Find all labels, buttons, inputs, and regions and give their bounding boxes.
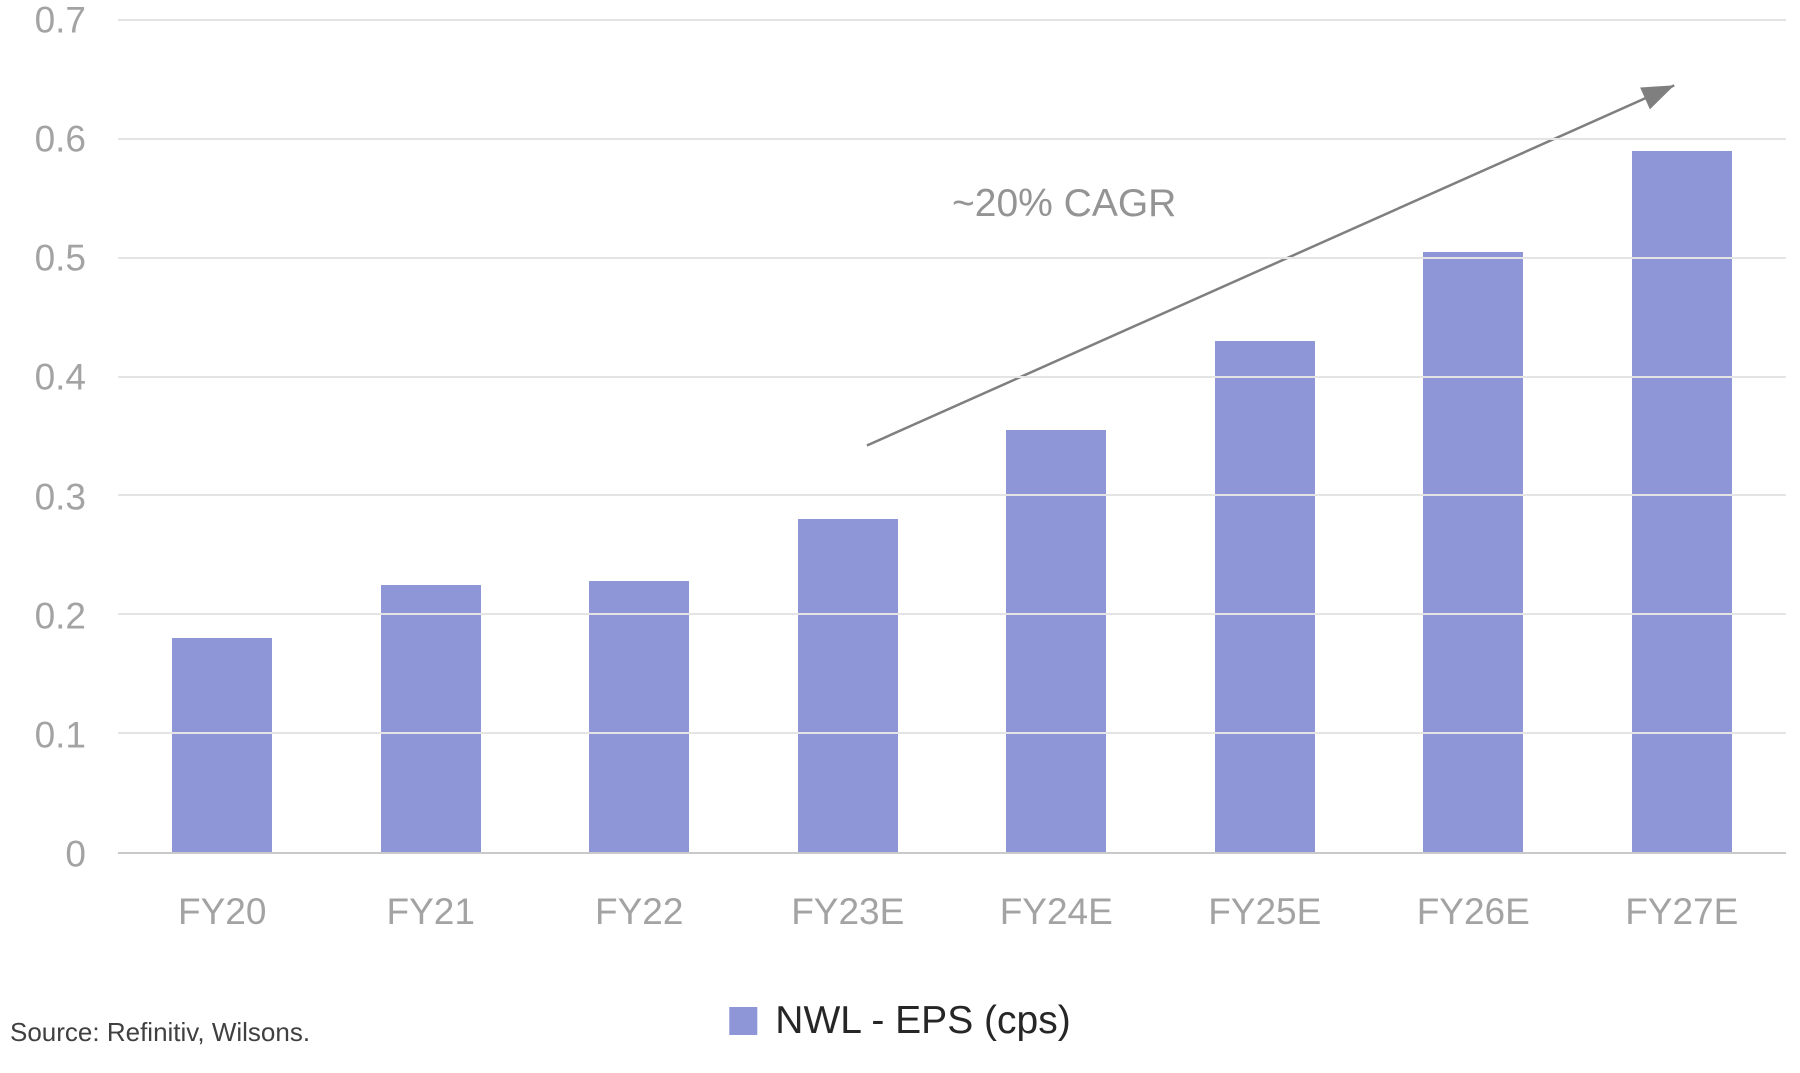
legend: NWL - EPS (cps): [729, 999, 1071, 1042]
bar-slot: [744, 20, 953, 852]
y-axis-tick-label: 0.1: [34, 714, 86, 756]
legend-label: NWL - EPS (cps): [775, 999, 1071, 1042]
bar-slot: [1578, 20, 1787, 852]
x-axis-tick-label: FY23E: [791, 891, 905, 932]
x-axis-tick-label: FY21: [386, 891, 475, 932]
chart-footer: Source: Refinitiv, Wilsons. NWL - EPS (c…: [0, 985, 1800, 1073]
gridline: [118, 256, 1786, 259]
gridline: [118, 375, 1786, 378]
x-axis-tick-label: FY26E: [1416, 891, 1530, 932]
gridline: [118, 613, 1786, 616]
gridline: [118, 732, 1786, 735]
bar-slot: [1161, 20, 1370, 852]
legend-swatch-icon: [729, 1006, 758, 1035]
cagr-annotation: ~20% CAGR: [952, 182, 1177, 226]
bar-FY25E: [1214, 340, 1315, 852]
y-axis: 0 0.1 0.2 0.3 0.4 0.5 0.6 0.7: [0, 2, 102, 873]
gridline: [118, 19, 1786, 21]
y-axis-tick-label: 0.4: [34, 356, 86, 398]
bar-slot: [535, 20, 744, 852]
gridline: [118, 494, 1786, 497]
x-axis-tick-label: FY20: [178, 891, 267, 932]
x-axis-labels: FY20 FY21 FY22 FY23E FY24E FY25E FY26E FY27E: [118, 893, 1786, 930]
bar-slot: [118, 20, 327, 852]
plot-area: ~20% CAGR: [118, 19, 1786, 854]
bar-FY24E: [1006, 430, 1107, 852]
x-axis-tick-label: FY22: [595, 891, 684, 932]
x-axis-tick-label: FY27E: [1625, 891, 1739, 932]
bar-slot: [1369, 20, 1578, 852]
bar-FY20: [172, 638, 273, 852]
bar-FY26E: [1423, 251, 1524, 852]
bar-slot: [327, 20, 536, 852]
bar-slot: [952, 20, 1161, 852]
y-axis-tick-label: 0.2: [34, 595, 86, 637]
y-axis-tick-label: 0.3: [34, 476, 86, 518]
y-axis-tick-label: 0.7: [34, 0, 86, 41]
x-axis-tick-label: FY25E: [1208, 891, 1322, 932]
y-axis-tick-label: 0.6: [34, 118, 86, 160]
bar-FY23E: [797, 519, 898, 852]
bar-FY22: [589, 581, 690, 852]
gridline: [118, 137, 1786, 140]
bar-FY21: [380, 584, 481, 852]
y-axis-tick-label: 0: [65, 833, 86, 875]
source-note: Source: Refinitiv, Wilsons.: [10, 1017, 311, 1047]
x-axis-tick-label: FY24E: [999, 891, 1113, 932]
bars-row: [118, 20, 1786, 852]
y-axis-tick-label: 0.5: [34, 237, 86, 279]
